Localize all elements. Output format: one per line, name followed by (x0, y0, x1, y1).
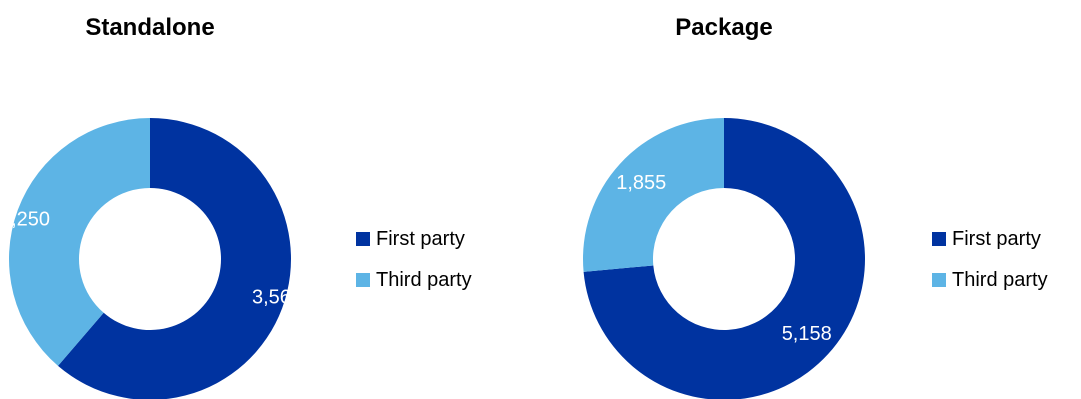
legend-swatch-first-party (932, 232, 946, 246)
chart-title: Package (675, 14, 773, 41)
legend-label: First party (952, 227, 1041, 250)
data-label-first-party: 5,158 (782, 323, 832, 345)
donut-chart: 5,158 1,855 (583, 118, 865, 399)
donut-slice-third-party (9, 118, 151, 366)
legend-swatch-first-party (356, 232, 370, 246)
legend: First party Third party (932, 228, 1048, 310)
legend-item-first-party: First party (356, 228, 472, 250)
legend-swatch-third-party (932, 273, 946, 287)
chart-title: Standalone (85, 14, 215, 41)
donut-chart: 3,566 2,250 (0, 118, 302, 399)
chart-package: Package 5,158 1,855 First party Third par… (540, 0, 1081, 399)
legend-item-third-party: Third party (932, 269, 1048, 291)
legend-item-first-party: First party (932, 228, 1048, 250)
chart-standalone: Standalone 3,566 2,250 First party Third … (0, 0, 540, 399)
donut-slice-first-party (583, 118, 865, 399)
donut-slice-third-party (583, 118, 724, 272)
data-label-first-party: 3,566 (252, 286, 302, 308)
legend-label: First party (376, 227, 465, 250)
data-label-third-party: 2,250 (0, 208, 50, 230)
donut-slice-first-party (58, 118, 291, 399)
legend: First party Third party (356, 228, 472, 310)
legend-item-third-party: Third party (356, 269, 472, 291)
legend-label: Third party (376, 268, 472, 291)
legend-swatch-third-party (356, 273, 370, 287)
legend-label: Third party (952, 268, 1048, 291)
data-label-third-party: 1,855 (616, 172, 666, 194)
